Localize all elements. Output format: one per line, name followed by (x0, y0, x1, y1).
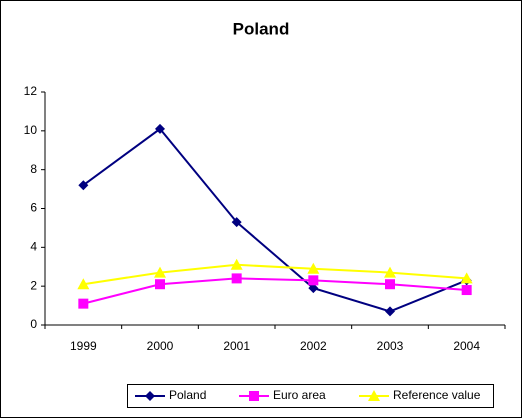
y-tick-label: 12 (24, 84, 38, 98)
legend-marker (368, 390, 380, 401)
data-point (384, 266, 396, 278)
series-line (83, 277, 467, 305)
data-point (155, 123, 165, 134)
data-point (78, 180, 89, 191)
data-point (231, 273, 242, 284)
data-point (154, 266, 166, 278)
y-tick-label: 10 (24, 123, 38, 137)
x-tick-label: 1999 (70, 339, 97, 353)
legend-marker (249, 391, 259, 401)
data-point (385, 306, 395, 317)
data-point (230, 258, 243, 270)
series-line (82, 127, 468, 313)
legend-box (127, 384, 494, 408)
series-line (83, 263, 467, 286)
x-tick-label: 2002 (300, 339, 327, 353)
data-point (78, 298, 89, 309)
legend-marker (145, 391, 155, 401)
data-point (77, 278, 90, 290)
data-point (461, 285, 472, 296)
x-tick-label: 2004 (453, 339, 480, 353)
data-point (385, 279, 395, 290)
legend-label: Euro area (273, 388, 326, 402)
data-point (308, 275, 319, 286)
data-point (308, 283, 319, 294)
y-tick-label: 6 (30, 201, 37, 215)
x-tick-label: 2001 (223, 339, 250, 353)
y-tick-label: 8 (30, 162, 37, 176)
y-tick-label: 0 (30, 317, 37, 331)
chart-title: Poland (233, 19, 290, 38)
y-tick-label: 4 (30, 240, 37, 254)
legend-label: Reference value (393, 388, 481, 402)
data-point (307, 262, 320, 274)
data-point (155, 279, 165, 290)
y-tick-label: 2 (30, 278, 37, 292)
x-tick-label: 2003 (377, 339, 404, 353)
legend-label: Poland (169, 388, 206, 402)
x-tick-label: 2000 (147, 339, 174, 353)
data-point (460, 272, 473, 284)
data-point (231, 217, 242, 228)
